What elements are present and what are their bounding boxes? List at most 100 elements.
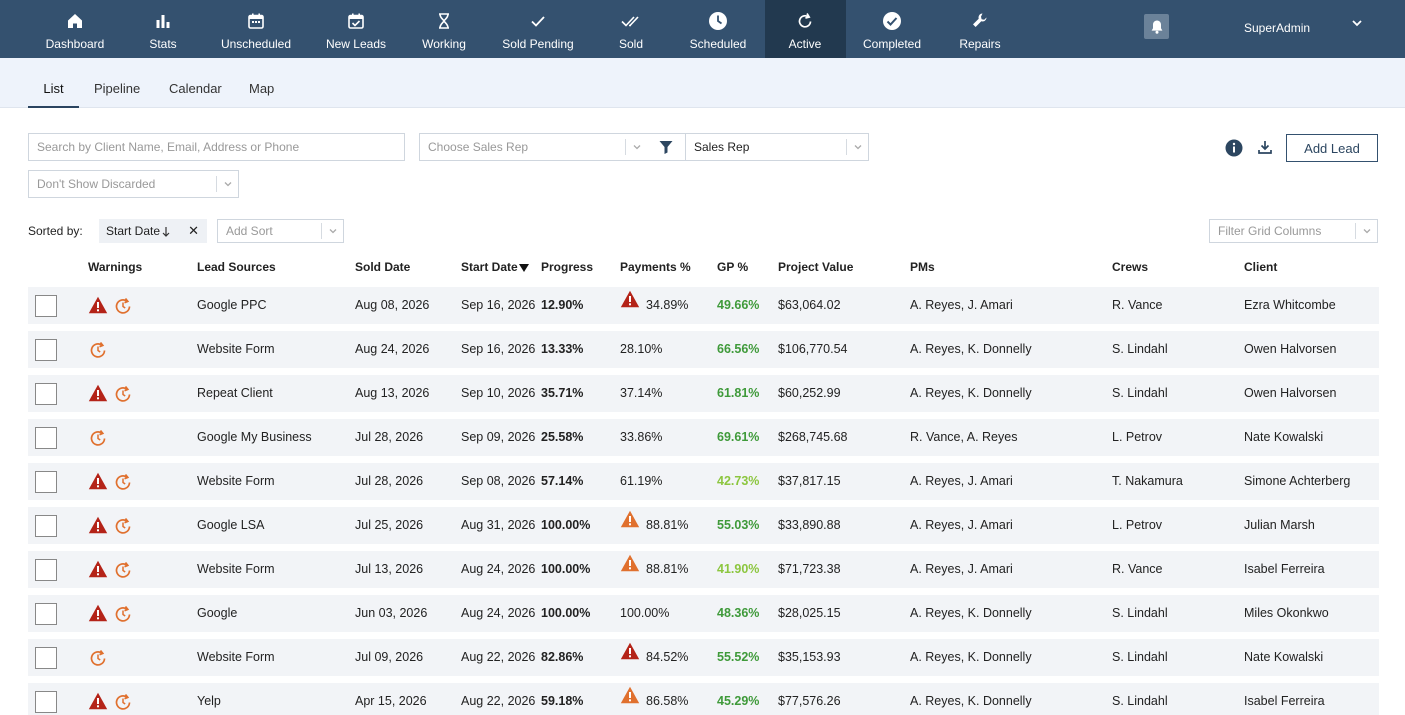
sales-rep-select[interactable]: Choose Sales Rep xyxy=(419,133,648,161)
table-row[interactable]: Google Jun 03, 2026 Aug 24, 2026 100.00% 100… xyxy=(28,595,1379,632)
refresh-icon xyxy=(794,10,816,32)
nav-item-label: Unscheduled xyxy=(220,36,292,51)
table-row[interactable]: Yelp Apr 15, 2026 Aug 22, 2026 59.18% 86.58%… xyxy=(28,683,1379,715)
column-header-progress[interactable]: Progress xyxy=(541,260,593,274)
filter-columns-select[interactable]: Filter Grid Columns xyxy=(1209,219,1378,243)
table-row[interactable]: Repeat Client Aug 13, 2026 Sep 10, 2026 35.… xyxy=(28,375,1379,412)
calendar-icon xyxy=(245,10,267,32)
filter-icon[interactable] xyxy=(647,133,685,161)
column-header-lead-sources[interactable]: Lead Sources xyxy=(197,260,276,274)
table-row[interactable]: Google LSA Jul 25, 2026 Aug 31, 2026 100.00… xyxy=(28,507,1379,544)
pms-cell: A. Reyes, K. Donnelly xyxy=(910,342,1032,356)
nav-item-active[interactable]: Active xyxy=(764,0,846,58)
column-header-project-value[interactable]: Project Value xyxy=(778,260,853,274)
view-tabs: List Pipeline Calendar Map xyxy=(0,58,1405,108)
nav-item-sold-pending[interactable]: Sold Pending xyxy=(493,0,583,58)
tab-list[interactable]: List xyxy=(28,58,79,108)
sold-date-cell: Jul 28, 2026 xyxy=(355,430,424,444)
column-header-pms[interactable]: PMs xyxy=(910,260,935,274)
table-row[interactable]: Google PPC Aug 08, 2026 Sep 16, 2026 12.90%… xyxy=(28,287,1379,324)
nav-item-working[interactable]: Working xyxy=(399,0,489,58)
user-menu-name[interactable]: SuperAdmin xyxy=(1244,21,1311,35)
client-cell[interactable]: Julian Marsh xyxy=(1244,518,1315,532)
table-row[interactable]: Google My Business Jul 28, 2026 Sep 09, 20… xyxy=(28,419,1379,456)
add-sort-select[interactable]: Add Sort xyxy=(217,219,344,243)
row-checkbox[interactable] xyxy=(35,471,57,493)
tab-map[interactable]: Map xyxy=(249,81,275,96)
client-cell[interactable]: Miles Okonkwo xyxy=(1244,606,1329,620)
warning-triangle-icon xyxy=(88,692,108,712)
column-header-crews[interactable]: Crews xyxy=(1112,260,1148,274)
sold-date-cell: Jul 25, 2026 xyxy=(355,518,424,532)
column-header-payments[interactable]: Payments % xyxy=(620,260,691,274)
row-checkbox[interactable] xyxy=(35,559,57,581)
project-value-cell: $63,064.02 xyxy=(778,298,841,312)
sales-rep-field-select[interactable]: Sales Rep xyxy=(685,133,869,161)
sort-desc-icon xyxy=(518,260,529,274)
discarded-select[interactable]: Don't Show Discarded xyxy=(28,170,239,198)
warning-triangle-icon xyxy=(88,604,108,624)
nav-item-label: Repairs xyxy=(959,36,1001,51)
start-date-cell: Aug 31, 2026 xyxy=(461,518,536,532)
payments-value: 28.10% xyxy=(620,342,663,356)
row-checkbox[interactable] xyxy=(35,515,57,537)
nav-item-dashboard[interactable]: Dashboard xyxy=(30,0,120,58)
tab-calendar[interactable]: Calendar xyxy=(169,81,222,96)
row-checkbox[interactable] xyxy=(35,603,57,625)
column-header-client[interactable]: Client xyxy=(1244,260,1277,274)
nav-item-scheduled[interactable]: Scheduled xyxy=(673,0,763,58)
nav-item-repairs[interactable]: Repairs xyxy=(935,0,1025,58)
row-checkbox[interactable] xyxy=(35,691,57,713)
client-cell[interactable]: Nate Kowalski xyxy=(1244,650,1324,664)
table-row[interactable]: Website Form Aug 24, 2026 Sep 16, 2026 13.3… xyxy=(28,331,1379,368)
search-input[interactable]: Search by Client Name, Email, Address or… xyxy=(28,133,405,161)
sort-chip[interactable]: Start Date ✕ xyxy=(99,219,207,243)
row-checkbox[interactable] xyxy=(35,339,57,361)
nav-item-new-leads[interactable]: New Leads xyxy=(311,0,401,58)
client-cell[interactable]: Nate Kowalski xyxy=(1244,430,1324,444)
table-row[interactable]: Website Form Jul 28, 2026 Sep 08, 2026 57.1… xyxy=(28,463,1379,500)
notification-bell-icon[interactable] xyxy=(1144,14,1169,39)
row-checkbox[interactable] xyxy=(35,383,57,405)
row-checkbox[interactable] xyxy=(35,427,57,449)
client-cell[interactable]: Simone Achterberg xyxy=(1244,474,1351,488)
table-row[interactable]: Website Form Jul 09, 2026 Aug 22, 2026 82.8… xyxy=(28,639,1379,676)
table-row[interactable]: Website Form Jul 13, 2026 Aug 24, 2026 100.… xyxy=(28,551,1379,588)
nav-item-completed[interactable]: Completed xyxy=(847,0,937,58)
client-cell[interactable]: Owen Halvorsen xyxy=(1244,342,1337,356)
project-value-cell: $106,770.54 xyxy=(778,342,848,356)
start-date-cell: Aug 22, 2026 xyxy=(461,650,536,664)
progress-cell: 12.90% xyxy=(541,298,584,312)
overdue-clock-icon xyxy=(114,693,134,713)
column-header-start-date[interactable]: Start Date xyxy=(461,260,529,274)
column-header-gp[interactable]: GP % xyxy=(717,260,748,274)
remove-sort-icon[interactable]: ✕ xyxy=(188,223,199,238)
add-lead-button[interactable]: Add Lead xyxy=(1286,134,1378,162)
crews-cell: S. Lindahl xyxy=(1112,650,1168,664)
nav-item-stats[interactable]: Stats xyxy=(118,0,208,58)
payments-cell: 88.81% xyxy=(620,551,688,588)
row-checkbox[interactable] xyxy=(35,295,57,317)
info-icon[interactable] xyxy=(1224,138,1244,158)
chevron-down-icon xyxy=(846,139,868,155)
column-header-sold-date[interactable]: Sold Date xyxy=(355,260,410,274)
client-cell[interactable]: Ezra Whitcombe xyxy=(1244,298,1336,312)
chevron-down-icon xyxy=(216,176,238,192)
home-icon xyxy=(64,10,86,32)
download-icon[interactable] xyxy=(1255,137,1275,157)
column-header-warnings[interactable]: Warnings xyxy=(88,260,142,274)
lead-source-cell: Google My Business xyxy=(197,430,312,444)
client-cell[interactable]: Isabel Ferreira xyxy=(1244,694,1325,708)
nav-item-unscheduled[interactable]: Unscheduled xyxy=(211,0,301,58)
row-checkbox[interactable] xyxy=(35,647,57,669)
client-cell[interactable]: Owen Halvorsen xyxy=(1244,386,1337,400)
client-cell[interactable]: Isabel Ferreira xyxy=(1244,562,1325,576)
top-nav: Dashboard Stats Unscheduled New Leads Workin… xyxy=(0,0,1405,58)
payments-cell: 88.81% xyxy=(620,507,688,544)
nav-item-sold[interactable]: Sold xyxy=(586,0,676,58)
lead-source-cell: Website Form xyxy=(197,474,275,488)
column-header-label: Progress xyxy=(541,260,594,274)
chevron-down-icon[interactable] xyxy=(1350,16,1364,30)
pms-cell: A. Reyes, J. Amari xyxy=(910,474,1013,488)
tab-pipeline[interactable]: Pipeline xyxy=(94,81,141,96)
